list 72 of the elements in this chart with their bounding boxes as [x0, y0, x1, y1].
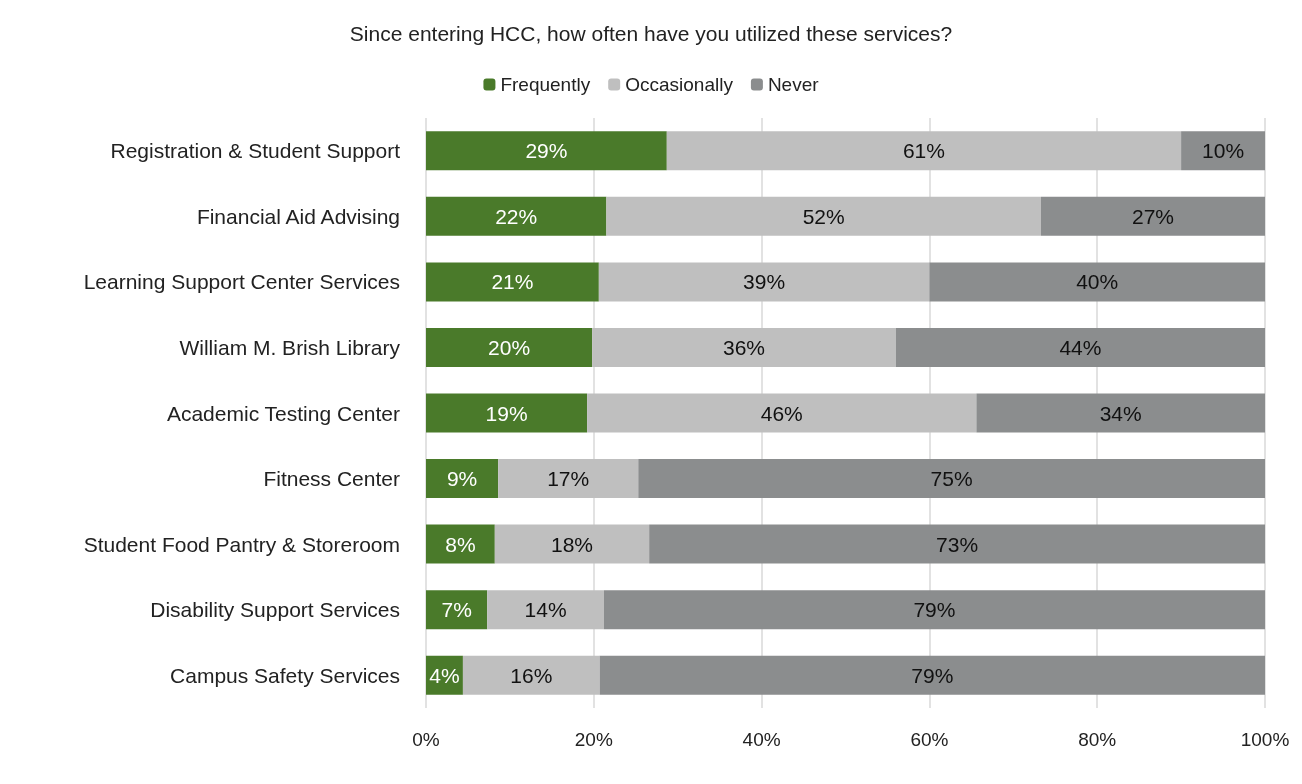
bar	[426, 327, 593, 367]
x-tick-label: 100%	[1240, 729, 1290, 750]
data-label: 79%	[913, 598, 956, 622]
bar	[426, 262, 599, 302]
data-label: 36%	[722, 335, 765, 359]
data-label: 16%	[510, 663, 553, 687]
data-label: 20%	[488, 335, 531, 359]
data-label: 17%	[547, 467, 590, 491]
bar	[462, 655, 600, 695]
y-tick-label: William M. Brish Library	[179, 335, 401, 359]
data-label: 19%	[485, 401, 528, 425]
bar	[599, 655, 1265, 695]
bar	[498, 459, 639, 499]
bar	[426, 393, 588, 433]
x-tick-label: 80%	[1078, 729, 1117, 750]
x-tick-label: 0%	[412, 729, 440, 750]
y-tick-label: Student Food Pantry & Storeroom	[83, 532, 400, 556]
bar	[426, 131, 667, 171]
data-label: 27%	[1131, 204, 1175, 228]
data-label: 22%	[495, 204, 538, 228]
data-label: 34%	[1099, 401, 1142, 425]
data-label: 4%	[429, 663, 460, 687]
y-tick-label: Campus Safety Services	[170, 663, 400, 687]
data-label: 29%	[525, 139, 568, 163]
y-tick-label: Learning Support Center Services	[83, 270, 400, 294]
data-label: 40%	[1076, 270, 1119, 294]
data-label: 9%	[446, 467, 478, 491]
bar	[976, 393, 1265, 433]
y-tick-label: Academic Testing Center	[166, 401, 401, 425]
bar	[1181, 131, 1265, 171]
y-tick-label: Financial Aid Advising	[196, 204, 400, 228]
data-label: 46%	[760, 401, 803, 425]
bar	[426, 524, 495, 564]
data-label: 75%	[930, 467, 973, 491]
data-label: 18%	[550, 532, 593, 556]
x-tick-label: 20%	[574, 729, 613, 750]
data-label: 44%	[1059, 335, 1102, 359]
x-tick-label: 60%	[910, 729, 949, 750]
data-label: 14%	[524, 598, 567, 622]
legend-label: Never	[767, 74, 820, 95]
data-label: 7%	[441, 598, 472, 622]
bar	[649, 524, 1265, 564]
y-tick-label: Registration & Student Support	[110, 139, 401, 163]
bar	[638, 459, 1265, 499]
bar	[587, 393, 977, 433]
legend-label: Frequently	[500, 74, 591, 95]
bar	[1040, 196, 1265, 236]
data-label: 52%	[802, 204, 845, 228]
bar	[426, 590, 488, 630]
bar	[494, 524, 650, 564]
y-tick-label: Fitness Center	[263, 467, 400, 491]
data-label: 73%	[936, 532, 979, 556]
bar	[603, 590, 1265, 630]
bar	[895, 327, 1265, 367]
bar	[598, 262, 930, 302]
bar	[592, 327, 896, 367]
bar	[426, 196, 607, 236]
bar	[426, 459, 499, 499]
data-label: 10%	[1202, 139, 1245, 163]
x-tick-label: 40%	[742, 729, 781, 750]
bar	[487, 590, 604, 630]
bar	[666, 131, 1182, 171]
data-label: 21%	[491, 270, 534, 294]
y-tick-label: Disability Support Services	[150, 598, 400, 622]
bar	[606, 196, 1041, 236]
bar	[929, 262, 1265, 302]
data-label: 61%	[902, 139, 945, 163]
data-label: 8%	[445, 532, 476, 556]
chart-title: Since entering HCC, how often have you utilized these services?	[349, 22, 953, 45]
data-label: 39%	[743, 270, 786, 294]
legend-label: Occasionally	[625, 74, 734, 95]
data-label: 79%	[911, 663, 954, 687]
